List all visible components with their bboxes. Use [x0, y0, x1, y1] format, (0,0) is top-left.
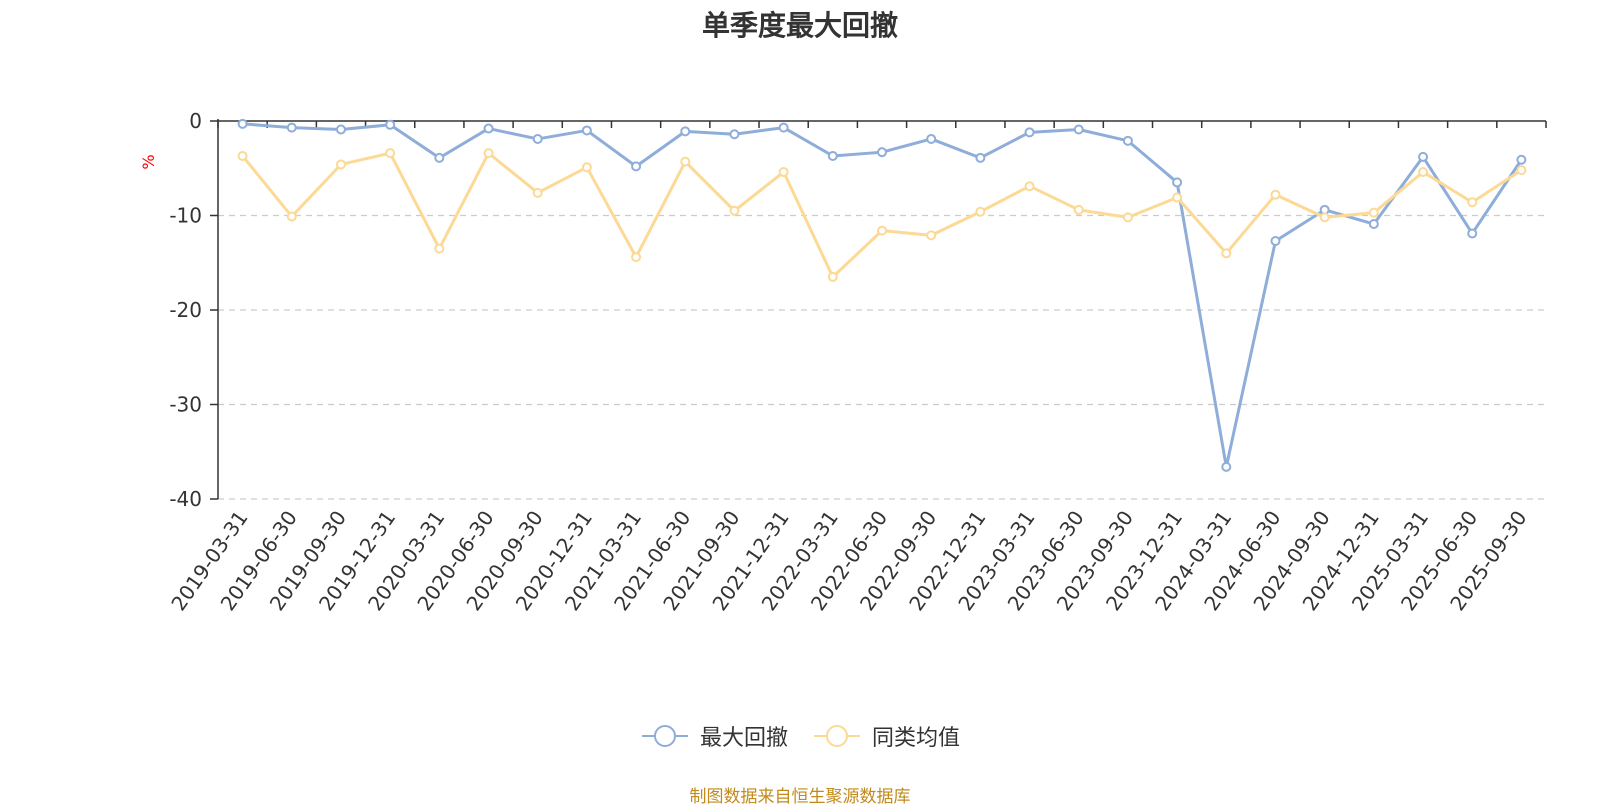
data-point: [532, 133, 543, 144]
data-point: [631, 252, 642, 263]
data-point: [877, 147, 887, 158]
data-point: [1516, 165, 1527, 176]
data-point: [827, 271, 838, 282]
series-2: [237, 148, 1527, 282]
y-tick-label: 0: [189, 109, 202, 133]
data-point: [1467, 228, 1478, 239]
data-point: [926, 230, 937, 241]
data-point: [1516, 154, 1527, 165]
data-point: [1418, 167, 1429, 178]
data-point: [778, 167, 789, 178]
data-point: [237, 150, 248, 161]
data-point: [1122, 135, 1133, 146]
data-point: [286, 122, 297, 133]
data-point: [827, 150, 838, 161]
legend-item-series-2[interactable]: 同类均值: [812, 720, 960, 752]
data-point: [975, 206, 986, 217]
data-point: [1270, 236, 1281, 247]
data-point: [778, 122, 789, 133]
data-point: [483, 123, 494, 134]
data-point: [385, 148, 396, 159]
data-point: [483, 148, 494, 159]
data-point: [680, 126, 691, 137]
data-point: [1024, 181, 1035, 192]
series-1: [237, 118, 1527, 472]
data-point: [1073, 204, 1084, 215]
y-tick-labels: 0 -10 -20 -30 -40: [169, 109, 202, 511]
data-point: [385, 119, 396, 130]
legend-label-series-2: 同类均值: [872, 726, 961, 751]
data-point: [1368, 219, 1379, 230]
axes: [210, 119, 1547, 500]
legend-marker-series-2: [814, 725, 860, 747]
data-point: [1221, 461, 1232, 472]
legend-item-series-1[interactable]: 最大回撤: [640, 720, 788, 752]
data-point: [1172, 192, 1183, 203]
data-point: [1418, 151, 1429, 162]
x-tick-labels: 2019-03-312019-06-302019-09-302019-12-31…: [166, 506, 1531, 615]
data-point: [729, 205, 740, 216]
data-point: [286, 211, 297, 222]
data-point: [729, 129, 740, 140]
data-point: [877, 225, 887, 236]
data-point: [434, 243, 445, 254]
data-point: [532, 187, 543, 198]
data-point: [237, 118, 248, 129]
y-axis-label: %: [139, 154, 158, 169]
legend: 最大回撤 同类均值: [0, 720, 1600, 752]
y-tick-label: -40: [169, 487, 202, 511]
data-point: [680, 156, 691, 167]
data-point: [1467, 197, 1478, 208]
data-point: [335, 124, 346, 135]
data-point: [1270, 189, 1281, 200]
data-point: [926, 133, 937, 144]
data-point: [1221, 248, 1232, 259]
data-point: [581, 162, 592, 173]
source-note: 制图数据来自恒生聚源数据库: [689, 787, 911, 807]
grid-lines: [218, 214, 1546, 500]
series-line: [242, 122, 1523, 469]
y-tick-label: -10: [169, 204, 202, 228]
data-point: [631, 161, 642, 172]
y-tick-label: -20: [169, 298, 202, 322]
data-point: [581, 125, 592, 136]
data-point: [1024, 127, 1035, 138]
legend-label-series-1: 最大回撤: [699, 726, 788, 751]
data-point: [1368, 207, 1379, 218]
data-point: [434, 152, 445, 163]
data-point: [1122, 212, 1133, 223]
data-point: [335, 159, 346, 170]
data-point: [975, 152, 986, 163]
data-point: [1073, 124, 1084, 135]
series: [237, 118, 1527, 472]
data-point: [1172, 177, 1183, 188]
data-point: [1319, 212, 1330, 223]
y-tick-label: -30: [169, 393, 202, 417]
legend-marker-series-1: [641, 725, 688, 747]
chart-title: 单季度最大回撤: [701, 9, 898, 42]
